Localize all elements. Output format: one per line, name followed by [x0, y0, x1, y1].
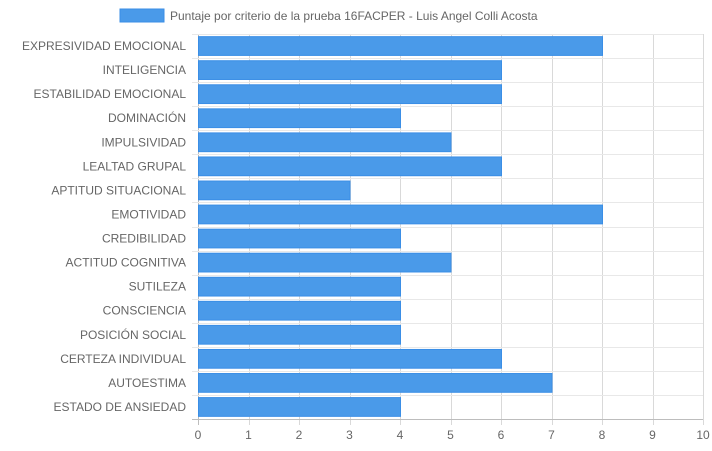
x-tick-label: 6	[498, 428, 505, 442]
bar[interactable]	[198, 300, 401, 321]
legend-label: Puntaje por criterio de la prueba 16FACP…	[170, 9, 538, 23]
legend-swatch	[119, 8, 165, 23]
x-tick-label: 3	[346, 428, 353, 442]
y-tick-label: IMPULSIVIDAD	[101, 135, 186, 149]
legend[interactable]: Puntaje por criterio de la prueba 16FACP…	[119, 8, 538, 23]
bar[interactable]	[198, 397, 401, 417]
y-tick-label: EMOTIVIDAD	[111, 207, 186, 221]
y-tick-label: LEALTAD GRUPAL	[83, 159, 187, 173]
y-tick-label: CREDIBILIDAD	[102, 232, 186, 246]
x-tick-label: 2	[296, 428, 303, 442]
x-axis-labels: 0 1 2 3 4 5 6 7 8 9 10	[195, 428, 710, 442]
bar[interactable]	[198, 84, 502, 105]
bar[interactable]	[198, 348, 502, 369]
y-tick-label: INTELIGENCIA	[103, 63, 186, 77]
x-tick-label: 9	[649, 428, 656, 442]
bar[interactable]	[198, 156, 502, 177]
x-tick-label: 8	[599, 428, 606, 442]
x-tick-label: 4	[397, 428, 404, 442]
y-axis-labels: EXPRESIVIDAD EMOCIONAL INTELIGENCIA ESTABI…	[22, 39, 186, 414]
y-tick-label: ACTITUD COGNITIVA	[66, 256, 186, 270]
x-tick-label: 1	[245, 428, 252, 442]
bar[interactable]	[198, 60, 502, 80]
y-tick-label: EXPRESIVIDAD EMOCIONAL	[22, 39, 186, 53]
x-tick-label: 0	[195, 428, 202, 442]
x-tick-label: 5	[447, 428, 454, 442]
bar[interactable]	[198, 252, 452, 273]
bar[interactable]	[198, 373, 553, 393]
bars	[198, 36, 603, 417]
y-tick-label: CONSCIENCIA	[103, 304, 186, 318]
y-tick-label: POSICIÓN SOCIAL	[80, 327, 186, 342]
y-tick-label: ESTABILIDAD EMOCIONAL	[34, 87, 187, 101]
bar[interactable]	[198, 324, 401, 345]
bar[interactable]	[198, 276, 401, 297]
y-tick-label: DOMINACIÓN	[108, 110, 186, 125]
bar[interactable]	[198, 228, 401, 249]
x-tick-label: 10	[696, 428, 710, 442]
bar[interactable]	[198, 180, 351, 201]
y-tick-label: ESTADO DE ANSIEDAD	[54, 400, 187, 414]
bar[interactable]	[198, 108, 401, 129]
y-tick-label: AUTOESTIMA	[108, 376, 186, 390]
x-tick-label: 7	[548, 428, 555, 442]
y-tick-label: CERTEZA INDIVIDUAL	[60, 352, 186, 366]
bar[interactable]	[198, 204, 603, 225]
y-tick-label: SUTILEZA	[129, 280, 186, 294]
bar[interactable]	[198, 132, 452, 153]
bar[interactable]	[198, 36, 603, 56]
y-tick-label: APTITUD SITUACIONAL	[51, 183, 186, 197]
